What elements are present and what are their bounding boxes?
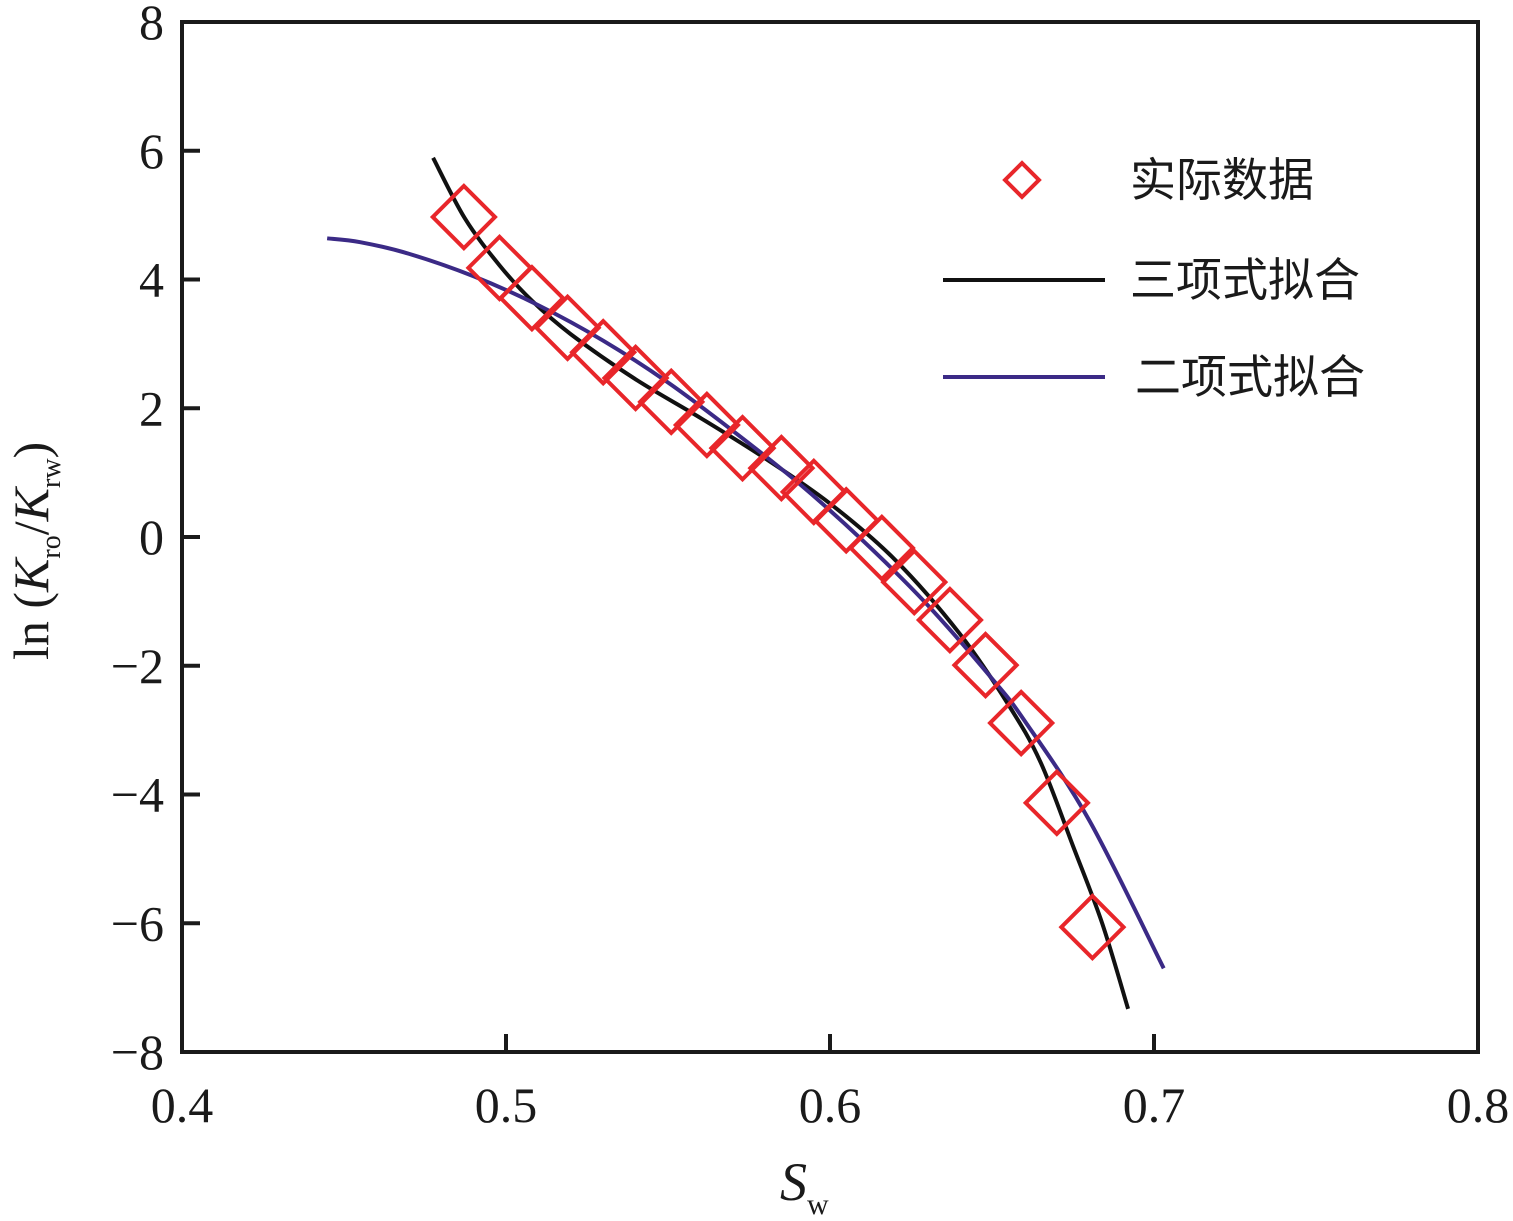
y-tick-label: 0 xyxy=(139,509,164,565)
data-point xyxy=(429,183,498,251)
legend-label-actual: 实际数据 xyxy=(1130,155,1314,206)
y-tick-label: −4 xyxy=(111,767,164,823)
x-tick-label: 0.7 xyxy=(1123,1077,1186,1133)
legend-label-cubic: 三项式拟合 xyxy=(1130,255,1360,306)
y-tick-label: −2 xyxy=(111,638,164,694)
series-line-1 xyxy=(431,156,1130,1010)
data-point xyxy=(1022,768,1091,837)
data-point xyxy=(637,367,706,436)
legend-diamond-icon xyxy=(1002,160,1042,200)
x-tick-label: 0.8 xyxy=(1447,1077,1510,1133)
y-tick-label: −8 xyxy=(111,1024,164,1080)
y-axis: 8 6 4 2 0 −2 −4 −6 −8 xyxy=(111,0,200,1080)
data-point xyxy=(497,264,566,333)
legend-label-quadratic: 二项式拟合 xyxy=(1135,352,1365,403)
data-point xyxy=(915,586,984,654)
data-point xyxy=(569,318,638,387)
x-axis: 0.4 0.5 0.6 0.7 0.8 xyxy=(151,1034,1510,1133)
data-point xyxy=(747,434,816,503)
series-lines xyxy=(326,156,1166,1010)
data-point xyxy=(708,414,777,483)
y-axis-label: ln (Kro/Krw) xyxy=(3,442,67,660)
y-tick-label: −6 xyxy=(111,895,164,951)
data-point xyxy=(672,391,741,459)
x-axis-label: Sw xyxy=(780,1152,829,1221)
data-point xyxy=(951,631,1020,700)
x-tick-label: 0.6 xyxy=(799,1077,862,1133)
data-markers xyxy=(429,183,1127,962)
data-point xyxy=(847,514,916,582)
y-tick-label: 2 xyxy=(139,380,164,436)
x-tick-label: 0.5 xyxy=(475,1077,538,1133)
data-point xyxy=(987,689,1056,757)
data-point xyxy=(880,548,949,617)
series-line-2 xyxy=(326,236,1166,970)
y-tick-label: 4 xyxy=(139,252,164,308)
y-tick-label: 6 xyxy=(139,123,164,179)
data-point xyxy=(1058,893,1127,962)
x-tick-label: 0.4 xyxy=(151,1077,214,1133)
legend: 实际数据 三项式拟合 二项式拟合 xyxy=(943,155,1365,403)
y-tick-label: 8 xyxy=(139,0,164,50)
